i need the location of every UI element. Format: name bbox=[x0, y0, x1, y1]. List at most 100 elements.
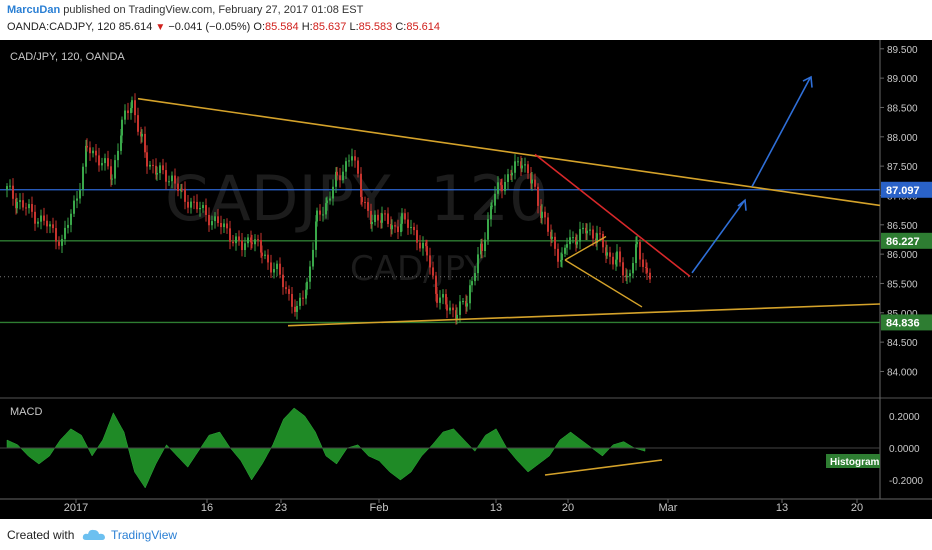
candle-body bbox=[168, 181, 170, 183]
candle-body bbox=[335, 171, 337, 187]
symbol-info: OANDA:CADJPY, 120 bbox=[7, 21, 116, 33]
candle-body bbox=[459, 301, 461, 315]
candle-body bbox=[442, 294, 444, 298]
candle-body bbox=[184, 188, 186, 202]
candle-body bbox=[305, 289, 307, 299]
candle-body bbox=[104, 158, 106, 164]
candle-body bbox=[70, 213, 72, 225]
red-resistance-line bbox=[534, 153, 691, 278]
candle-body bbox=[629, 273, 631, 277]
candle-body bbox=[46, 220, 48, 227]
candle-body bbox=[370, 210, 372, 225]
candle-body bbox=[149, 164, 151, 167]
author-link[interactable]: MarcuDan bbox=[7, 4, 61, 16]
candle-body bbox=[86, 145, 88, 148]
candle-body bbox=[177, 183, 179, 192]
candle-body bbox=[22, 200, 24, 208]
price-tick-label: 89.500 bbox=[887, 45, 918, 56]
candle-body bbox=[560, 260, 562, 262]
candle-body bbox=[79, 189, 81, 199]
candle-body bbox=[407, 219, 409, 228]
blue-arrow-1-head bbox=[737, 198, 747, 211]
candle-body bbox=[319, 210, 321, 215]
candle-body bbox=[599, 233, 601, 235]
time-tick-label: Feb bbox=[370, 502, 389, 514]
candle-body bbox=[636, 242, 638, 245]
candle-body bbox=[401, 213, 403, 224]
candle-body bbox=[19, 200, 21, 202]
candle-body bbox=[394, 225, 396, 227]
candle-body bbox=[205, 205, 207, 215]
candle-body bbox=[371, 221, 373, 225]
candle-body bbox=[572, 237, 574, 239]
candle-body bbox=[181, 188, 183, 190]
price-tick-label: 89.000 bbox=[887, 74, 918, 85]
candle-body bbox=[130, 108, 132, 114]
candle-body bbox=[569, 237, 571, 245]
down-arrow-icon: ▼ bbox=[155, 22, 166, 33]
candle-body bbox=[439, 297, 441, 303]
candle-body bbox=[345, 161, 347, 172]
low-label: L: bbox=[349, 21, 359, 33]
candle-body bbox=[199, 208, 201, 210]
candle-body bbox=[165, 170, 167, 182]
change-value: −0.041 (−0.05%) bbox=[168, 21, 251, 33]
candle-body bbox=[429, 255, 431, 268]
candle-body bbox=[241, 240, 243, 251]
candle-body bbox=[190, 201, 192, 208]
price-tick-label: 87.500 bbox=[887, 162, 918, 173]
candle-body bbox=[455, 310, 457, 319]
candle-body bbox=[288, 289, 290, 294]
candle-body bbox=[299, 297, 301, 306]
horizontal-levels bbox=[0, 189, 880, 324]
candle-body bbox=[605, 247, 607, 256]
candle-body bbox=[61, 238, 63, 246]
candle-body bbox=[487, 219, 489, 240]
candle-body bbox=[445, 294, 447, 305]
candle-body bbox=[211, 221, 213, 226]
high-label: H: bbox=[301, 21, 313, 33]
candle-body bbox=[490, 206, 492, 220]
quote-line: OANDA:CADJPY, 120 85.614 ▼ −0.041 (−0.05… bbox=[7, 21, 440, 33]
candle-body bbox=[260, 240, 262, 253]
time-axis[interactable]: 2017 16 23 Feb 13 20 Mar 13 20 bbox=[64, 499, 863, 514]
candle-body bbox=[67, 224, 69, 228]
candle-body bbox=[111, 178, 113, 180]
candle-body bbox=[220, 222, 222, 228]
candle-body bbox=[551, 236, 553, 239]
candle-body bbox=[193, 201, 195, 203]
candle-body bbox=[73, 200, 75, 214]
candle-body bbox=[517, 161, 519, 163]
candle-body bbox=[348, 160, 350, 162]
created-with-text: Created with bbox=[7, 528, 75, 542]
time-tick-label: 23 bbox=[275, 502, 287, 514]
candle-body bbox=[497, 182, 499, 194]
price-axis[interactable]: 89.50089.00088.50088.00087.50087.00086.5… bbox=[826, 45, 932, 487]
candle-body bbox=[217, 216, 219, 223]
candle-body bbox=[530, 173, 532, 184]
price-label-box bbox=[881, 232, 932, 249]
candle-body bbox=[336, 171, 338, 176]
price-tick-label: 86.500 bbox=[887, 221, 918, 232]
candle-body bbox=[446, 304, 448, 311]
chart-area[interactable]: CADJPY, 120 CAD/JPY MACD 89.500 89.000 88.5… bbox=[0, 40, 932, 519]
macd-trendline bbox=[544, 459, 663, 476]
tradingview-brand[interactable]: TradingView bbox=[111, 528, 178, 542]
lower-trendline bbox=[287, 303, 881, 327]
last-price: 85.614 bbox=[118, 21, 153, 33]
candle-body bbox=[387, 213, 389, 224]
price-label-box bbox=[881, 181, 932, 198]
candle-body bbox=[315, 221, 317, 250]
candle-body bbox=[544, 211, 546, 218]
candle-body bbox=[566, 244, 568, 248]
candle-body bbox=[561, 253, 563, 261]
candle-body bbox=[514, 161, 516, 173]
candle-body bbox=[602, 233, 604, 248]
candle-body bbox=[110, 166, 112, 180]
candle-body bbox=[469, 285, 471, 304]
time-tick-label: 16 bbox=[201, 502, 213, 514]
candle-body bbox=[491, 205, 493, 207]
candle-body bbox=[196, 201, 198, 210]
candle-body bbox=[500, 182, 502, 186]
